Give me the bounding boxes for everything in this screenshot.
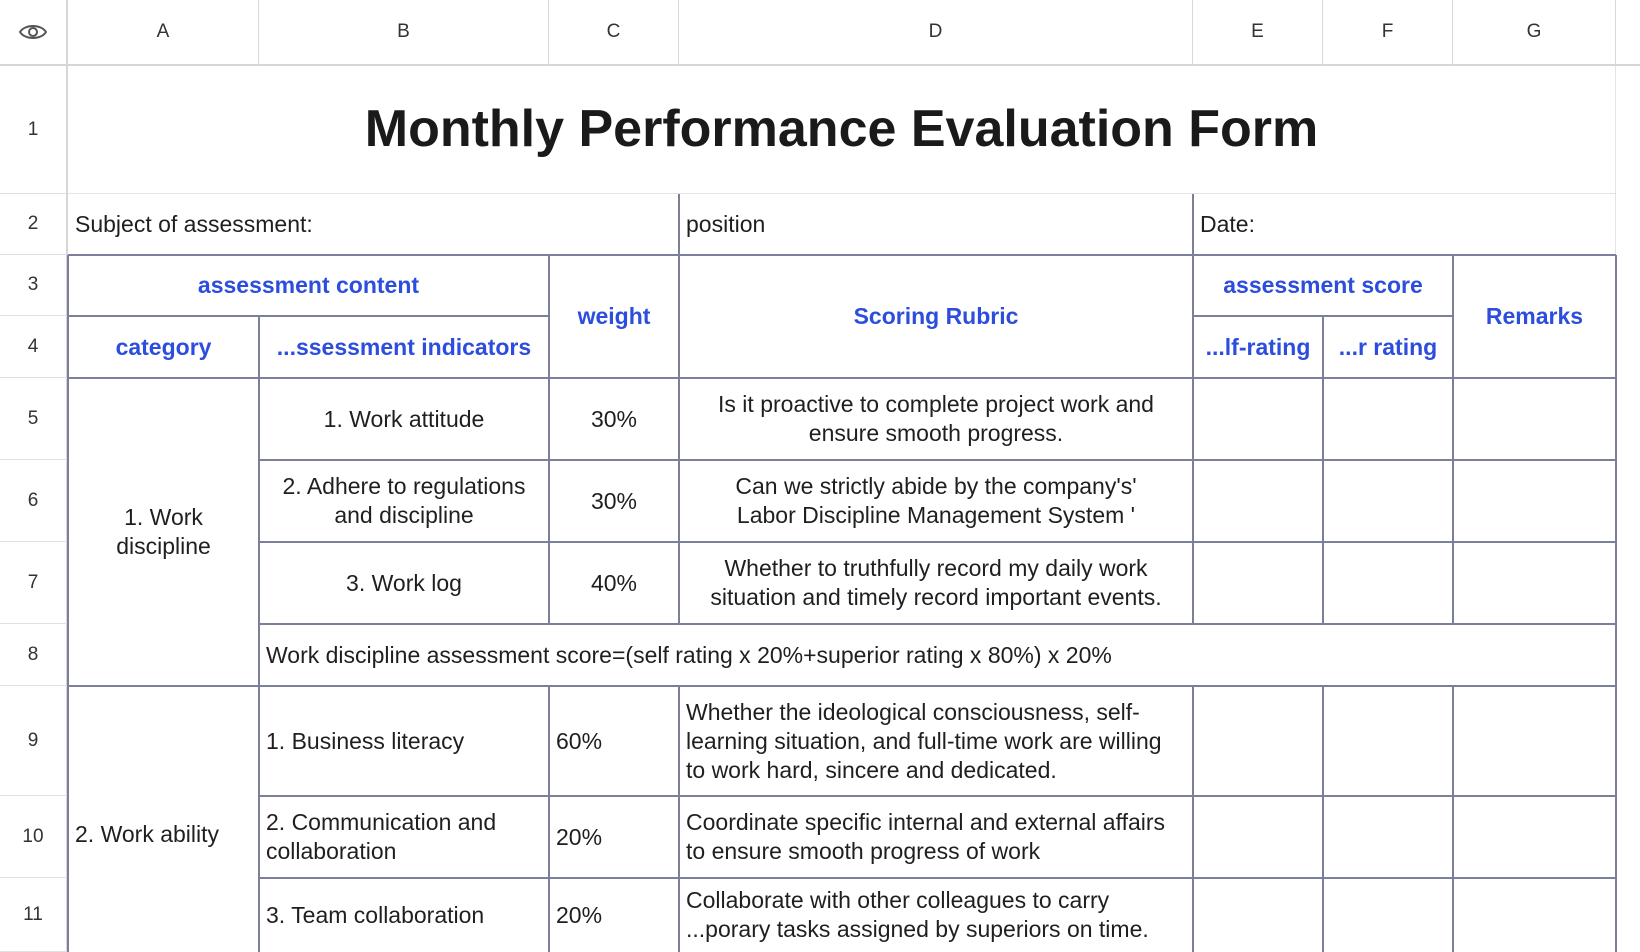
empty-cell[interactable] [1193, 686, 1323, 796]
rubric-cell[interactable]: Whether the ideological consciousness, s… [686, 698, 1162, 783]
row-header-2[interactable]: 2 [0, 194, 68, 255]
weight-cell[interactable]: 60% [556, 727, 603, 754]
row-header-3[interactable]: 3 [0, 255, 68, 316]
category-work-ability[interactable]: 2. Work ability [75, 820, 220, 847]
date-label[interactable]: Date: [1193, 194, 1616, 255]
row-header-1[interactable]: 1 [0, 66, 68, 194]
discipline-score-formula[interactable]: Work discipline assessment score=(self r… [266, 641, 1112, 668]
empty-cell[interactable] [1193, 460, 1323, 542]
weight-cell[interactable]: 30% [590, 405, 638, 432]
header-weight[interactable]: weight [577, 303, 651, 329]
empty-cell[interactable] [1323, 542, 1453, 624]
empty-cell[interactable] [1453, 542, 1616, 624]
empty-cell[interactable] [1453, 796, 1616, 878]
row-header-8[interactable]: 8 [0, 624, 68, 686]
column-header-g[interactable]: G [1453, 0, 1616, 66]
empty-cell[interactable] [1453, 878, 1616, 952]
empty-cell[interactable] [1323, 378, 1453, 460]
empty-cell[interactable] [1453, 378, 1616, 460]
position-label[interactable]: position [679, 194, 1193, 255]
form-title[interactable]: Monthly Performance Evaluation Form [68, 66, 1616, 194]
row-header-11[interactable]: 11 [0, 878, 68, 952]
weight-cell[interactable]: 20% [556, 823, 603, 850]
column-header-filler [1616, 0, 1640, 66]
indicator-cell[interactable]: 1. Work attitude [323, 405, 485, 432]
empty-cell[interactable] [1453, 686, 1616, 796]
indicator-cell[interactable]: 2. Adhere to regulations and discipline [282, 473, 526, 528]
empty-cell[interactable] [1323, 796, 1453, 878]
empty-cell[interactable] [1193, 542, 1323, 624]
row-header-10[interactable]: 10 [0, 796, 68, 878]
column-header-f[interactable]: F [1323, 0, 1453, 66]
column-header-a[interactable]: A [68, 0, 259, 66]
header-superior-rating[interactable]: ...r rating [1338, 333, 1438, 360]
weight-cell[interactable]: 20% [556, 901, 603, 928]
indicator-cell[interactable]: 1. Business literacy [266, 727, 465, 754]
empty-cell[interactable] [1193, 796, 1323, 878]
rubric-cell[interactable]: Coordinate specific internal and externa… [686, 809, 1166, 864]
rubric-cell[interactable]: Is it proactive to complete project work… [718, 391, 1154, 446]
category-work-discipline[interactable]: 1. Work discipline [116, 504, 211, 559]
indicator-cell[interactable]: 3. Team collaboration [266, 901, 485, 928]
row-header-4[interactable]: 4 [0, 316, 68, 378]
header-indicators[interactable]: ...ssessment indicators [276, 333, 532, 360]
indicator-cell[interactable]: 2. Communication and collaboration [266, 809, 497, 864]
header-category[interactable]: category [115, 333, 212, 360]
eye-icon[interactable] [18, 22, 48, 42]
header-assessment-content[interactable]: assessment content [197, 272, 420, 298]
column-header-d[interactable]: D [679, 0, 1193, 66]
column-header-e[interactable]: E [1193, 0, 1323, 66]
empty-cell[interactable] [1323, 686, 1453, 796]
row-header-6[interactable]: 6 [0, 460, 68, 542]
indicator-cell[interactable]: 3. Work log [346, 569, 462, 596]
header-self-rating[interactable]: ...lf-rating [1205, 333, 1311, 360]
header-scoring-rubric[interactable]: Scoring Rubric [853, 303, 1019, 329]
column-header-c[interactable]: C [549, 0, 679, 66]
empty-cell[interactable] [1323, 878, 1453, 952]
rubric-cell[interactable]: Whether to truthfully record my daily wo… [710, 555, 1162, 610]
empty-cell[interactable] [1323, 460, 1453, 542]
empty-cell[interactable] [1453, 460, 1616, 542]
corner-cell[interactable] [0, 0, 68, 66]
rubric-cell[interactable]: Collaborate with other colleagues to car… [686, 887, 1149, 942]
subject-label[interactable]: Subject of assessment: [68, 194, 679, 255]
header-assessment-score[interactable]: assessment score [1223, 272, 1423, 298]
weight-cell[interactable]: 30% [590, 487, 638, 514]
header-remarks[interactable]: Remarks [1485, 303, 1584, 329]
empty-cell[interactable] [1193, 378, 1323, 460]
empty-cell[interactable] [1193, 878, 1323, 952]
row-header-5[interactable]: 5 [0, 378, 68, 460]
weight-cell[interactable]: 40% [590, 569, 638, 596]
column-header-b[interactable]: B [259, 0, 549, 66]
row-header-7[interactable]: 7 [0, 542, 68, 624]
row-header-9[interactable]: 9 [0, 686, 68, 796]
rubric-cell[interactable]: Can we strictly abide by the company's' … [735, 473, 1137, 528]
